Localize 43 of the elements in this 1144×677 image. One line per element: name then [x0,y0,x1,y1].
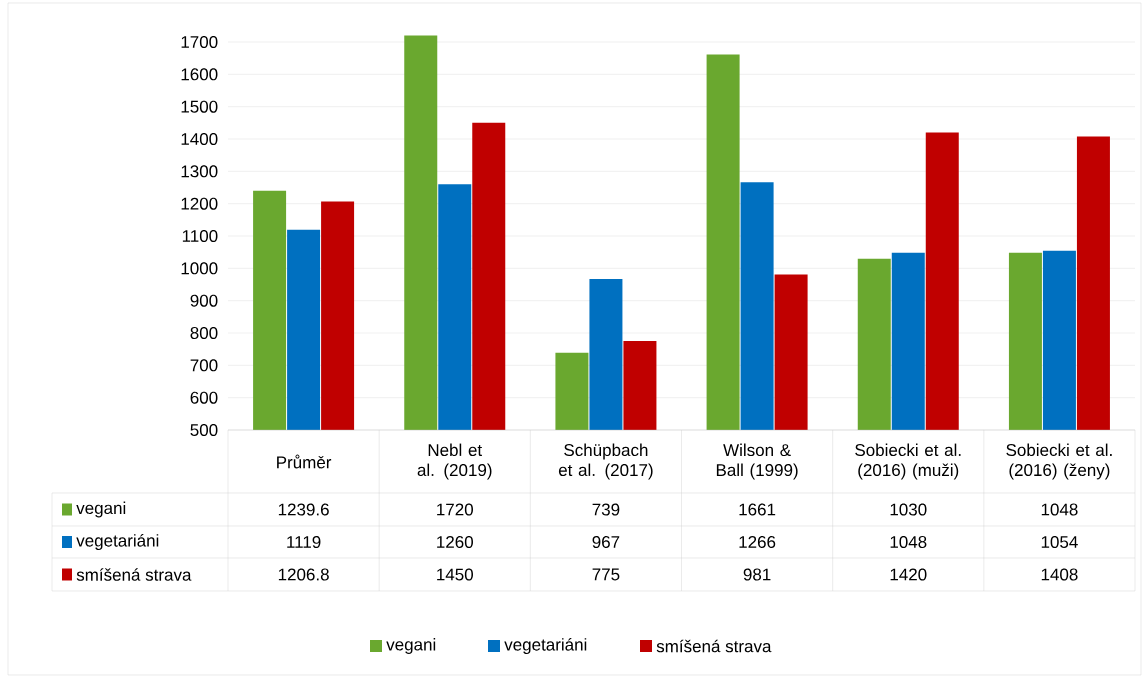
data-label: 739 [592,503,620,516]
data-label: 1661 [739,503,776,516]
x-tick-label: Wilson & Ball (1999) [716,443,798,480]
legend-label: vegani [76,501,126,518]
data-label: 1119 [287,535,321,549]
y-tick-label: 1000 [181,262,218,275]
data-label: 1260 [437,535,473,549]
data-label: 981 [743,568,771,581]
legend-label: smíšená strava [76,568,192,581]
data-label: 1239.6 [278,503,329,516]
x-tick-label: Nebl et al. (2019) [417,443,492,480]
text: smíšená strava [656,639,772,653]
data-label: 1408 [1041,568,1078,581]
text: vegani [386,638,436,654]
y-tick-label: 1200 [181,197,218,210]
y-tick-label: 500 [190,423,218,437]
data-label: 967 [592,535,620,549]
x-tick-label: Průměr [277,454,332,469]
y-tick-label: 800 [190,326,218,340]
y-tick-label: 1600 [181,68,218,81]
y-tick-label: 900 [190,294,218,307]
y-tick-label: 1100 [182,229,218,243]
data-label: 1206.8 [278,568,329,581]
legend-label: vegetariáni [76,533,159,551]
data-label: 1266 [739,535,776,549]
x-tick-label: Sobiecki et al. (2016) (ženy) [1006,443,1112,480]
y-tick-label: 1300 [181,165,218,178]
data-label: 1420 [890,568,927,581]
x-tick-label: Schüpbach et al. (2017) [558,443,653,480]
data-label: 775 [592,568,620,581]
y-tick-label: 600 [190,391,218,404]
data-label: 1048 [1041,503,1078,516]
data-label: 1720 [437,503,473,516]
data-label: 1030 [890,503,927,516]
data-label: 1048 [890,535,927,549]
x-tick-label: Sobiecki et al. (2016) (muži) [855,443,961,480]
y-tick-label: 1400 [181,132,218,146]
y-tick-label: 700 [190,359,218,372]
y-tick-label: 1500 [181,100,218,113]
y-tick-label: 1700 [181,35,218,49]
text: vegetariáni [504,637,587,655]
data-label: 1450 [437,568,473,581]
data-label: 1054 [1041,535,1078,549]
